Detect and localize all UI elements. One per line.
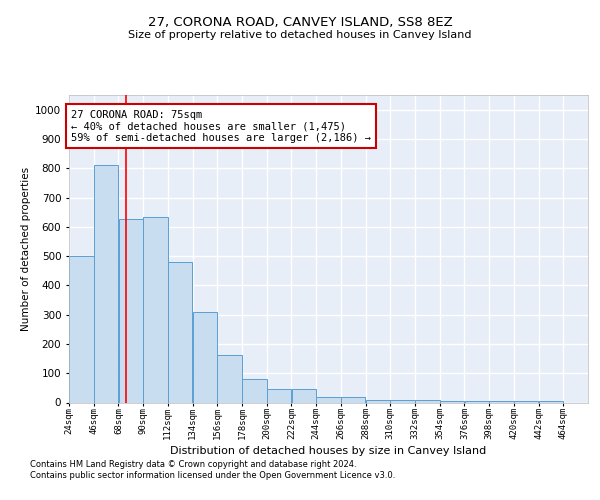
Bar xyxy=(366,400,390,402)
Bar xyxy=(217,355,242,403)
Bar xyxy=(341,396,365,402)
Bar xyxy=(168,262,193,402)
Bar xyxy=(440,401,464,402)
Bar xyxy=(415,400,440,402)
Bar xyxy=(69,256,94,402)
X-axis label: Distribution of detached houses by size in Canvey Island: Distribution of detached houses by size … xyxy=(170,446,487,456)
Bar xyxy=(514,401,538,402)
Bar xyxy=(94,166,118,402)
Text: Contains public sector information licensed under the Open Government Licence v3: Contains public sector information licen… xyxy=(30,471,395,480)
Bar xyxy=(292,390,316,402)
Bar xyxy=(391,400,415,402)
Text: Contains HM Land Registry data © Crown copyright and database right 2024.: Contains HM Land Registry data © Crown c… xyxy=(30,460,356,469)
Text: 27, CORONA ROAD, CANVEY ISLAND, SS8 8EZ: 27, CORONA ROAD, CANVEY ISLAND, SS8 8EZ xyxy=(148,16,452,29)
Y-axis label: Number of detached properties: Number of detached properties xyxy=(21,166,31,331)
Bar xyxy=(316,396,341,402)
Bar xyxy=(464,401,489,402)
Bar xyxy=(490,401,514,402)
Bar xyxy=(193,312,217,402)
Bar xyxy=(242,379,266,402)
Bar xyxy=(119,220,143,402)
Text: 27 CORONA ROAD: 75sqm
← 40% of detached houses are smaller (1,475)
59% of semi-d: 27 CORONA ROAD: 75sqm ← 40% of detached … xyxy=(71,110,371,143)
Bar xyxy=(267,390,291,402)
Bar xyxy=(143,216,167,402)
Bar xyxy=(539,401,563,402)
Text: Size of property relative to detached houses in Canvey Island: Size of property relative to detached ho… xyxy=(128,30,472,40)
